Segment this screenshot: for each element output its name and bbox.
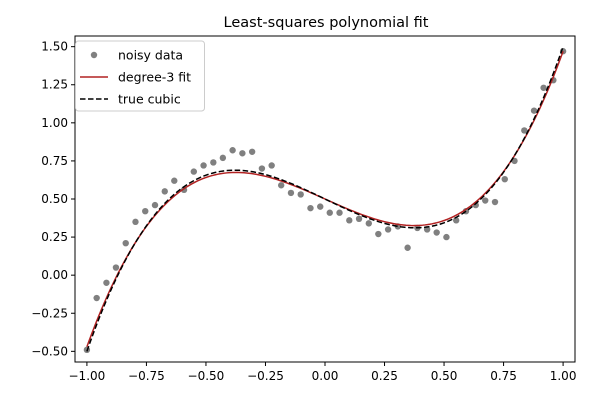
legend: noisy data degree-3 fit true cubic [75,40,205,112]
data-point [277,182,285,189]
legend-label: true cubic [118,92,181,107]
data-point [287,189,295,197]
data-point [365,220,373,227]
x-tick-label: 0.25 [371,369,398,383]
y-tick-label: 0.25 [41,230,68,244]
x-tick-label: −0.25 [247,369,284,383]
x-tick-label: 0.00 [312,369,339,383]
x-tick-label: 1.00 [550,369,577,383]
data-point [200,162,207,169]
x-tick-label: 0.50 [431,369,458,383]
data-point [190,168,198,175]
y-tick-label: 0.75 [41,154,68,168]
data-point [248,148,256,155]
y-tick-label: 1.50 [41,40,68,54]
data-point [171,177,178,184]
data-point [530,107,538,114]
data-point [540,84,547,91]
data-point [336,209,343,216]
data-point [151,201,159,209]
data-point [482,197,489,204]
data-point [112,264,120,271]
data-point [239,150,246,157]
data-point [317,203,324,210]
data-point [375,230,382,238]
data-point [210,159,217,166]
plot-area [83,46,567,354]
y-tick-label: 1.25 [41,78,68,92]
data-point [122,239,129,247]
data-point [142,207,149,215]
y-tick-label: −0.50 [31,344,68,358]
data-point [219,154,227,162]
data-point [229,147,236,154]
y-tick-label: 0.50 [41,192,68,206]
data-point [268,162,275,169]
data-point [103,279,110,286]
data-point [355,215,363,223]
legend-box [75,40,205,112]
data-point [161,188,168,195]
x-tick-label: −0.75 [128,369,165,383]
y-tick-label: 1.00 [41,116,68,130]
data-point [491,198,499,206]
x-tick-label: −1.00 [69,369,106,383]
chart-title: Least-squares polynomial fit [224,15,429,31]
fit-curve [86,50,564,348]
data-point [404,244,411,251]
x-tick-label: −0.50 [188,369,225,383]
data-point [521,127,528,134]
data-point [297,191,304,198]
legend-marker-scatter [90,51,98,59]
x-axis: −1.00 −0.75 −0.50 −0.25 0.00 0.25 0.50 0.75 1.00 [69,362,577,383]
data-point [501,175,508,183]
legend-label: noisy data [118,48,183,63]
y-tick-label: −0.25 [31,306,68,320]
data-point [132,218,139,226]
data-point [326,209,333,216]
data-point [433,229,440,236]
data-point [258,165,266,172]
data-point [307,204,314,212]
legend-label: degree-3 fit [118,70,191,85]
data-point [346,217,353,224]
data-point [93,294,100,302]
true-cubic-curve [86,46,564,352]
data-point [452,217,460,224]
data-point [384,226,392,233]
y-tick-label: 0.00 [41,268,68,282]
x-tick-label: 0.75 [490,369,517,383]
y-axis: −0.50 −0.25 0.00 0.25 0.50 0.75 1.00 1.25 1.50 [31,40,75,358]
data-point [443,233,450,241]
